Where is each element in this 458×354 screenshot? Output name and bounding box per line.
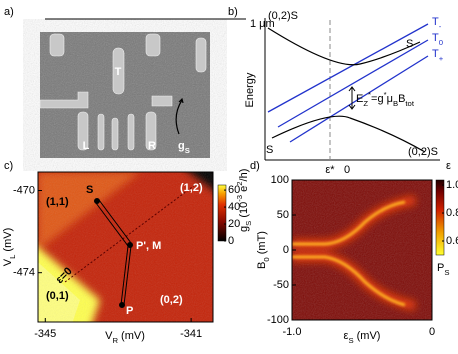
text-part: g (238, 226, 250, 232)
text-part: ε (344, 330, 349, 342)
energy-diagram (264, 18, 440, 161)
text-part: g (178, 140, 185, 152)
text-part: Z (363, 99, 368, 108)
y-tick-label: 50 (277, 209, 289, 221)
colorbar-tick-label: 60 (228, 184, 240, 196)
colorbar-tick-label: 20 (228, 218, 240, 230)
y-tick-label: -100 (267, 314, 289, 326)
triplet-label: T+ (432, 48, 444, 63)
tick-label: ε* (325, 164, 335, 176)
annotation: S (86, 184, 93, 196)
annotation: P (126, 305, 133, 317)
text-part: R (112, 336, 118, 345)
state-label: S (266, 144, 273, 156)
text-part: e (238, 186, 250, 195)
text-part: /h) (238, 169, 250, 182)
text-part: S (444, 268, 449, 277)
text-part: 2 (235, 181, 244, 185)
gate-label: R (148, 140, 156, 152)
text-part: L (8, 254, 17, 259)
colorbar (217, 184, 227, 242)
state-label: S (406, 38, 413, 50)
colorbar-tick-label: 1.0 (446, 179, 458, 191)
annotation: (0,2) (160, 294, 183, 306)
y-tick-label: -470 (13, 184, 35, 196)
text-part: S (244, 221, 253, 226)
sensor-label: gS (178, 140, 190, 155)
annotation: (1,1) (46, 196, 69, 208)
y-axis-label: B0 (mT) (256, 231, 271, 269)
colorbar-tick-label: 40 (228, 201, 240, 213)
text-part: S (348, 336, 353, 345)
x-tick-label: -1.0 (283, 326, 302, 338)
text-part: μ (387, 93, 393, 105)
x-tick-label: -345 (34, 328, 56, 340)
text-part: T (432, 16, 439, 28)
text-part: * (384, 90, 387, 99)
panel-label: d) (250, 160, 260, 172)
text-part: V (105, 330, 113, 342)
scale-label: 1 μm (250, 18, 275, 30)
text-part: -3 (235, 195, 244, 202)
text-part: T (432, 48, 439, 60)
panel-label: c) (4, 160, 13, 172)
probability-map (292, 180, 432, 320)
text-part: E (356, 93, 363, 105)
text-part: B (256, 262, 268, 269)
state-label: (0,2)S (408, 146, 438, 158)
text-part: S (185, 146, 190, 155)
tick-label: 0 (344, 164, 350, 176)
x-axis-label: εS (mV) (344, 330, 381, 345)
text-part: P (437, 262, 444, 274)
y-axis-label: VL (mV) (2, 228, 17, 267)
text-part: 0 (439, 38, 443, 47)
axis-label: ε (446, 160, 451, 172)
panel-label: b) (228, 6, 238, 18)
colorbar-tick-label: 0.8 (446, 207, 458, 219)
gate-label: L (83, 140, 90, 152)
text-part: tot (405, 99, 414, 108)
colorbar-tick-label: 0 (228, 235, 234, 247)
y-tick-label: 0 (283, 244, 289, 256)
x-tick-label: -341 (180, 328, 202, 340)
annotation: P', M (136, 240, 161, 252)
panel-label: a) (4, 6, 14, 18)
annotation: (1,2) (180, 182, 203, 194)
sem-image (39, 32, 210, 158)
gate-label: T (115, 66, 122, 78)
colorbar-label: gS (10-3 e2/h) (235, 169, 253, 232)
axis-label: Energy (244, 72, 256, 107)
triplet-label: T- (432, 16, 442, 31)
text-part: (mV) (118, 330, 145, 342)
text-part: (10 (238, 202, 250, 221)
zeeman-label: EZ*=g*μBBtot (356, 90, 415, 108)
state-label: (0,2)S (268, 10, 298, 22)
colorbar-label: PS (437, 262, 449, 277)
triplet-label: T0 (432, 32, 443, 47)
y-tick-label: -474 (13, 267, 35, 279)
x-axis-label: VR (mV) (105, 330, 145, 345)
y-tick-label: -50 (273, 279, 289, 291)
text-part: B (393, 99, 398, 108)
text-part: * (368, 90, 371, 99)
text-part: T (432, 32, 439, 44)
text-part: 0 (262, 257, 271, 261)
text-part: =g (371, 93, 384, 105)
annotation: (0,1) (46, 290, 69, 302)
text-part: V (2, 258, 14, 266)
plot-frame (37, 171, 214, 323)
text-part: (mV) (354, 330, 381, 342)
y-tick-label: 100 (271, 174, 289, 186)
text-part: (mT) (256, 231, 268, 257)
text-part: B (398, 93, 405, 105)
colorbar (435, 179, 445, 256)
text-part: + (439, 54, 444, 63)
stability-map (38, 172, 213, 322)
text-part: (mV) (2, 228, 14, 255)
colorbar-tick-label: 0.6 (446, 235, 458, 247)
text-part: - (439, 22, 442, 31)
pulse-path (64, 184, 196, 308)
x-tick-label: 0 (429, 326, 435, 338)
